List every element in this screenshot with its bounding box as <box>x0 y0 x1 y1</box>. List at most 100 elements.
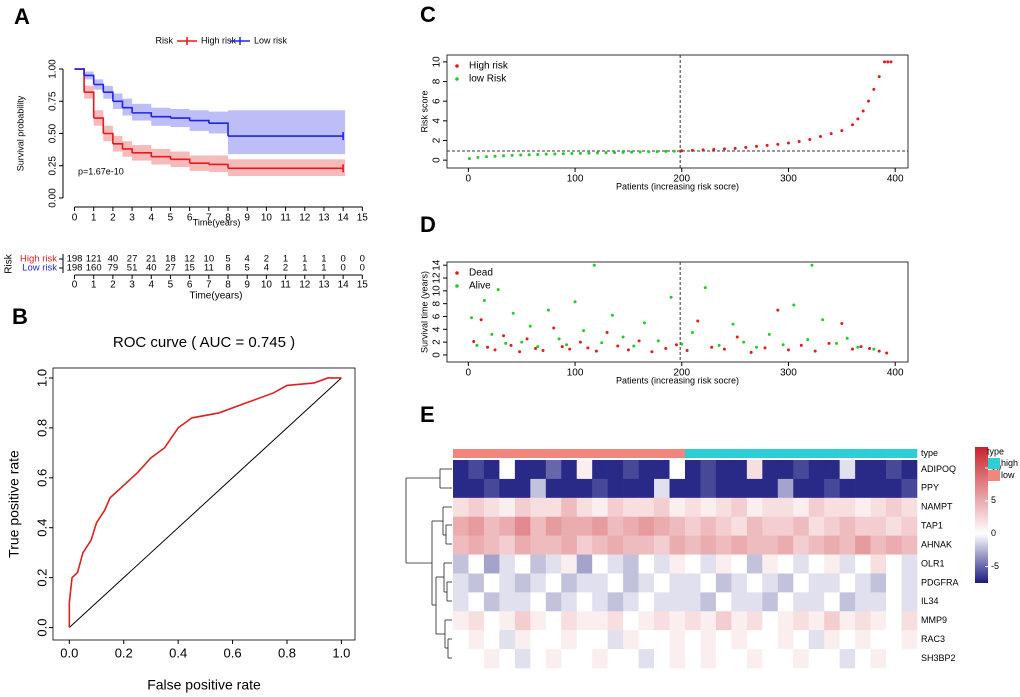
heat-cell <box>731 535 748 555</box>
heat-cell <box>870 649 887 669</box>
heat-cell <box>715 592 732 612</box>
heat-cell <box>746 649 763 669</box>
y-tick-label: 0 <box>432 157 443 163</box>
point <box>806 338 810 342</box>
risk-count: 160 <box>86 263 102 274</box>
heat-cell <box>824 611 840 631</box>
heat-cell <box>808 630 825 650</box>
point <box>851 123 855 127</box>
point <box>776 142 780 146</box>
x-tick-label: 0 <box>466 368 472 379</box>
heat-cell <box>576 611 593 631</box>
point <box>553 152 557 156</box>
heat-cell <box>499 630 516 650</box>
annotation-cell <box>561 449 578 458</box>
heat-cell <box>607 630 624 650</box>
point <box>484 155 488 159</box>
heat-cell <box>669 649 686 669</box>
heat-cell <box>576 497 593 518</box>
y-tick-label: 0.25 <box>48 156 59 176</box>
heat-cell <box>468 649 485 669</box>
point <box>851 347 855 351</box>
point <box>696 319 700 323</box>
point <box>754 144 758 148</box>
heat-cell <box>685 478 701 499</box>
heat-cell <box>530 649 547 669</box>
point <box>872 347 876 351</box>
point <box>582 329 586 333</box>
colorbar-tick-label: -5 <box>991 561 999 571</box>
heat-cell <box>561 516 578 536</box>
risk-count: 0 <box>340 263 345 274</box>
heat-cell <box>592 592 608 612</box>
plot-frame <box>446 54 909 169</box>
heat-cell <box>592 630 608 650</box>
point <box>570 152 574 156</box>
heat-cell <box>870 497 887 518</box>
heat-cell <box>762 497 779 518</box>
annotation-cell <box>654 449 670 458</box>
risk-count: 0 <box>360 263 365 274</box>
heat-cell <box>545 611 562 631</box>
heat-cell <box>793 535 810 555</box>
x-tick-label: 100 <box>567 368 584 379</box>
point <box>703 286 707 290</box>
heat-cell <box>870 611 887 631</box>
heat-cell <box>839 554 856 574</box>
heat-cell <box>855 630 871 650</box>
heat-cell <box>715 611 732 631</box>
point <box>518 350 522 354</box>
risk-count: 198 <box>67 254 83 265</box>
heat-cell <box>638 497 655 518</box>
x-tick-label: 0 <box>72 213 78 224</box>
heat-cell <box>731 497 748 518</box>
heat-cell <box>731 460 748 480</box>
heat-cell <box>886 611 902 631</box>
heat-cell <box>793 497 810 518</box>
legend-label: High risk <box>469 61 509 72</box>
risk-x-tick-label: 9 <box>244 280 250 291</box>
heat-cell <box>530 460 547 480</box>
risk-count: 2 <box>283 263 288 274</box>
survival-step <box>112 100 124 108</box>
heat-cell <box>468 478 485 499</box>
heat-cell <box>793 460 810 480</box>
point <box>616 344 620 348</box>
heat-cell <box>592 573 608 593</box>
heat-cell <box>808 592 825 612</box>
heat-cell <box>561 611 578 631</box>
heat-cell <box>545 460 562 480</box>
point <box>867 99 871 103</box>
point <box>504 341 508 345</box>
heat-cell <box>638 611 655 631</box>
risk-count: 121 <box>86 254 102 265</box>
heat-cell <box>777 460 794 480</box>
heat-cell <box>870 630 887 650</box>
heat-cell <box>514 611 531 631</box>
point <box>479 318 483 322</box>
annotation-cell <box>715 449 732 458</box>
legend-swatch <box>177 37 197 45</box>
heat-cell <box>576 460 593 480</box>
heat-cell <box>592 649 608 669</box>
heat-cell <box>808 478 825 499</box>
heat-cell <box>700 497 717 518</box>
point <box>519 153 523 157</box>
heat-cell <box>777 611 794 631</box>
y-axis-label: Survival time (years) <box>419 271 429 353</box>
heat-cell <box>530 516 547 536</box>
heat-cell <box>746 497 763 518</box>
x-axis-label: False positive rate <box>147 677 261 693</box>
heat-cell <box>824 516 840 536</box>
heat-cell <box>685 497 701 518</box>
point <box>835 341 839 345</box>
heat-cell <box>623 630 639 650</box>
point <box>578 151 582 155</box>
x-tick-label: 0.2 <box>115 645 133 660</box>
heat-cell <box>808 573 825 593</box>
survival-step <box>103 132 114 144</box>
heat-cell <box>468 535 485 555</box>
point <box>821 318 825 322</box>
point <box>565 343 569 347</box>
x-tick-label: 1 <box>91 213 97 224</box>
